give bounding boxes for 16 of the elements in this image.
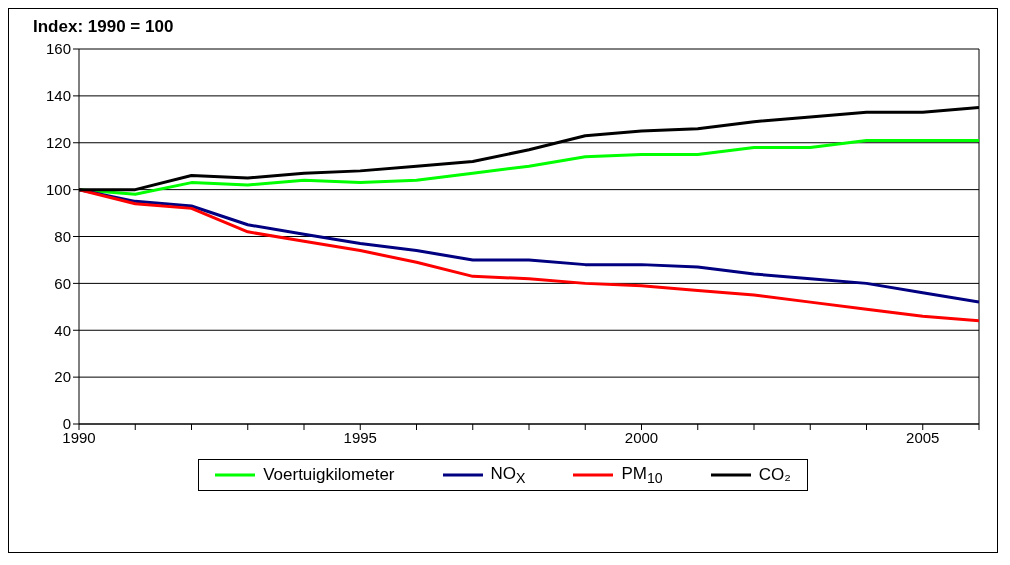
y-tick-label: 80 <box>54 227 71 245</box>
y-tick-label: 100 <box>45 180 71 198</box>
legend-label: PM$_{10}$ <box>621 464 663 487</box>
y-tick-label: 40 <box>54 321 71 339</box>
legend-label: NO$_{X}$ <box>490 464 526 487</box>
y-tick-label: 60 <box>54 274 71 292</box>
legend-label: Voertuigkilometer <box>263 465 395 486</box>
x-tick-label: 2000 <box>624 428 659 446</box>
y-tick-label: 160 <box>45 40 71 58</box>
chart-title: Index: 1990 = 100 <box>33 17 174 36</box>
x-tick-label: 2005 <box>906 428 940 446</box>
legend-label: CO₂ <box>758 465 791 486</box>
x-tick-label: 1995 <box>343 428 377 446</box>
y-tick-label: 120 <box>45 134 71 152</box>
y-tick-label: 20 <box>54 368 71 386</box>
y-tick-label: 140 <box>45 87 71 105</box>
